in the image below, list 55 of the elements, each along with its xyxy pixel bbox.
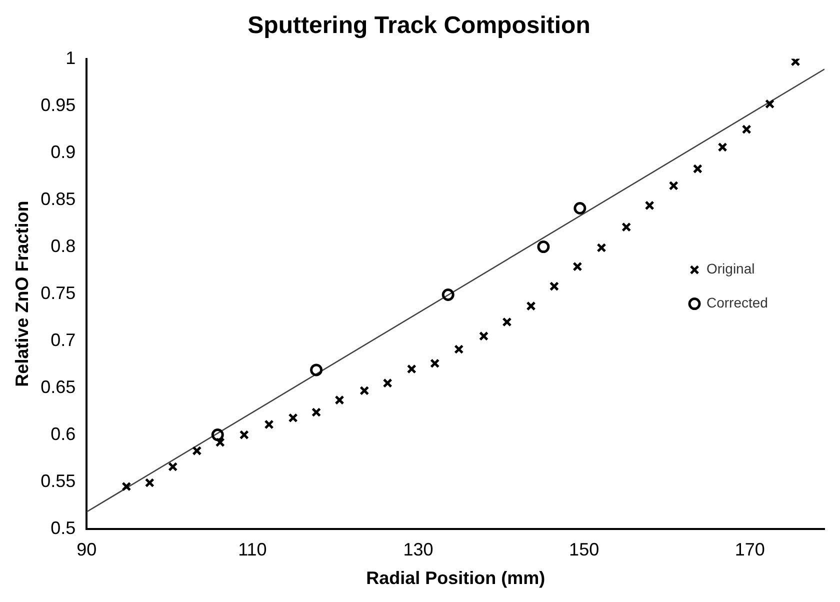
legend-label: Original [706,260,755,277]
x-axis-title: Radial Position (mm) [366,568,546,588]
point [430,358,440,368]
point [215,438,225,448]
point [764,99,775,109]
point [596,242,606,253]
y-tick-label: 0.8 [50,236,76,256]
y-tick-label: 0.65 [40,376,76,397]
y-tick-label: 0.55 [40,470,76,491]
x-tick-label: 110 [238,540,267,560]
chart-title: Sputtering Track Composition [248,12,590,40]
x-tick-label: 130 [403,540,434,560]
point [572,262,582,272]
x-tick-label: 90 [76,540,97,560]
point [168,462,178,472]
point [668,180,678,190]
point [526,301,536,311]
y-tick-label: 0.5 [50,518,76,538]
y-tick-label: 0.85 [40,188,76,209]
point [122,482,132,492]
x-tick-label: 170 [734,540,765,560]
point [622,222,632,232]
point [312,407,322,418]
point [692,164,702,174]
point [574,202,586,215]
y-tick-label: 0.9 [50,142,76,162]
point [211,428,224,442]
point [310,364,323,376]
y-axis-title: Relative ZnO Fraction [12,200,32,387]
legend-label: Corrected [706,294,768,311]
point [537,240,550,254]
y-tick-label: 0.7 [50,330,76,350]
point [718,142,728,152]
y-tick-label: 0.75 [40,282,76,303]
point [478,331,489,341]
point [742,124,752,134]
point [382,378,392,388]
point [406,364,416,374]
point [144,478,154,488]
point [334,395,344,405]
point [442,288,454,301]
point [644,200,654,210]
y-tick-label: 0.6 [50,424,76,444]
point [239,430,249,440]
point [549,281,560,292]
x-tick-label: 150 [569,540,600,560]
point [360,386,370,396]
point [454,344,464,354]
y-tick-label: 1 [66,48,76,68]
point [790,58,800,66]
y-tick-label: 0.95 [40,94,76,115]
point [264,420,274,430]
point [288,413,298,423]
point [192,446,202,456]
point [502,317,512,327]
